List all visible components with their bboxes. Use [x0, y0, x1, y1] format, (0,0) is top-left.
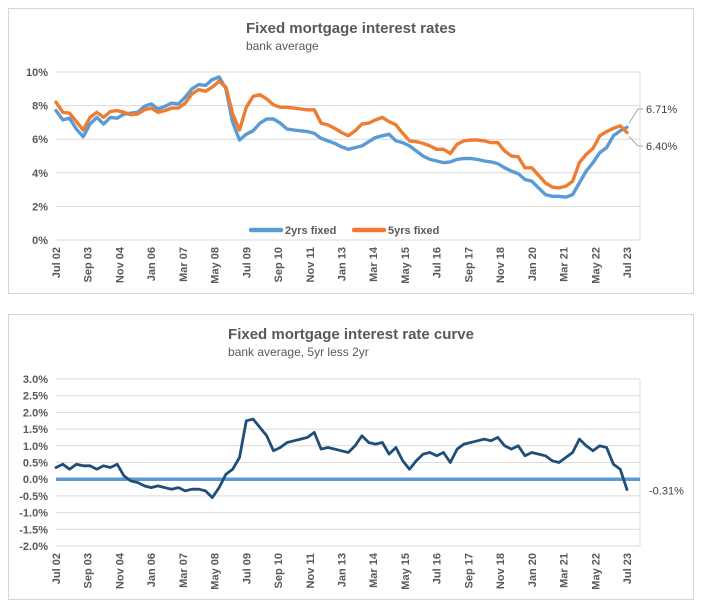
x-axis-tick-label: Mar 21 — [559, 553, 571, 588]
x-axis-tick-label: May 22 — [590, 553, 602, 590]
fixed-rates-plot: 10% 8% 6% 4% 2% 0%Jul 02 Sep 03 Nov 04 Jan 06 Mar… — [26, 67, 677, 284]
legend: 2yrs fixed 5yrs fixed — [248, 225, 439, 237]
rate-curve-plot: 3.0% 2.5% 2.0% 1.5% 1.0% 0.5% 0.0% -0.5% -1.0% -1… — [19, 374, 684, 590]
end-label-leader — [628, 136, 643, 147]
x-axis-tick-label: Jul 09 — [241, 247, 253, 278]
y-axis-tick-label: 1.0% — [23, 441, 48, 453]
x-axis-tick-label: Sep 17 — [463, 553, 475, 588]
chart-card-rate-curve: 3.0% 2.5% 2.0% 1.5% 1.0% 0.5% 0.0% -0.5% -1.0% -1… — [8, 314, 694, 600]
x-axis-tick-label: Jul 02 — [51, 247, 63, 278]
x-axis-tick-label: May 22 — [590, 247, 602, 284]
x-axis-tick-label: Jan 20 — [527, 553, 539, 587]
legend-label: 5yrs fixed — [388, 225, 439, 237]
y-axis-tick-label: -1.5% — [19, 524, 48, 536]
x-axis-tick-label: Jul 23 — [622, 247, 634, 278]
y-axis-tick-label: 8% — [32, 101, 48, 113]
y-axis-tick-label: 2.5% — [23, 391, 48, 403]
x-axis-tick-label: Jul 16 — [432, 247, 444, 278]
y-axis-tick-label: 0% — [32, 235, 48, 247]
end-label-leader — [628, 108, 643, 124]
gridlines — [56, 378, 640, 547]
y-axis-tick-label: -0.5% — [19, 491, 48, 503]
x-axis-tick-label: Sep 03 — [83, 247, 95, 282]
x-axis-tick-label: Mar 07 — [178, 553, 190, 588]
gridlines — [56, 71, 640, 241]
y-axis-tick-label: -1.0% — [19, 508, 48, 520]
x-axis-tick-label: Nov 11 — [305, 553, 317, 588]
y-axis-tick-label: 0.5% — [23, 458, 48, 470]
series-end-value-label: 6.40% — [646, 141, 677, 153]
series-line-5yr-less-2yr — [54, 417, 629, 500]
y-axis-tick-label: 0.0% — [23, 474, 48, 486]
chart-card-fixed-rates: 10% 8% 6% 4% 2% 0% Jul 02 Sep 03 Nov 04 Jan 06 Mar… — [8, 8, 694, 294]
x-axis-tick-label: Mar 14 — [368, 246, 380, 282]
x-axis-tick-label: May 15 — [400, 247, 412, 284]
y-axis-tick-label: 10% — [26, 67, 48, 79]
x-axis-tick-label: Nov 18 — [495, 247, 507, 283]
y-axis-tick-label: 2% — [32, 201, 48, 213]
x-axis-tick-label: Sep 17 — [463, 247, 475, 282]
x-axis-tick-label: Sep 10 — [273, 553, 285, 588]
x-axis-tick-label: Jul 16 — [432, 553, 444, 584]
x-axis-tick-label: Mar 07 — [178, 247, 190, 282]
y-axis-tick-label: 6% — [32, 134, 48, 146]
x-axis-tick-label: Jan 06 — [146, 247, 158, 281]
y-axis-tick-label: 2.0% — [23, 407, 48, 419]
x-axis-tick-label: Sep 10 — [273, 247, 285, 282]
x-axis-tick-label: Jan 13 — [337, 553, 349, 587]
x-axis-tick-label: Mar 21 — [559, 247, 571, 282]
y-axis-tick-label: -2.0% — [19, 541, 48, 553]
series-end-value-label: 6.71% — [646, 104, 677, 116]
series-line-2yrs-fixed — [54, 75, 629, 199]
x-axis-tick-label: Jul 23 — [622, 553, 634, 584]
x-axis-tick-label: Mar 14 — [368, 552, 380, 588]
x-axis-tick-label: May 08 — [210, 553, 222, 590]
x-axis-tick-labels: Jul 02 Sep 03 Nov 04 Jan 06 Mar 07 May 08 Jul … — [51, 246, 634, 284]
x-axis-tick-label: Nov 18 — [495, 553, 507, 589]
x-axis-tick-label: Jul 09 — [241, 553, 253, 584]
x-axis-tick-label: May 08 — [210, 247, 222, 284]
x-axis-tick-label: May 15 — [400, 553, 412, 590]
x-axis-tick-labels: Jul 02 Sep 03 Nov 04 Jan 06 Mar 07 May 08 Jul … — [51, 552, 634, 590]
y-axis-tick-label: 4% — [32, 168, 48, 180]
x-axis-tick-label: Nov 04 — [114, 552, 126, 589]
x-axis-tick-label: Jan 20 — [527, 247, 539, 281]
legend-label: 2yrs fixed — [285, 225, 336, 237]
y-axis-tick-label: 3.0% — [23, 374, 48, 386]
x-axis-tick-label: Nov 04 — [114, 246, 126, 283]
series-line-5yrs-fixed — [54, 79, 629, 190]
x-axis-tick-label: Nov 11 — [305, 247, 317, 282]
y-axis-tick-label: 1.5% — [23, 424, 48, 436]
x-axis-tick-label: Sep 03 — [83, 553, 95, 588]
series-end-value-label: -0.31% — [649, 486, 684, 498]
x-axis-tick-label: Jul 02 — [51, 553, 63, 584]
x-axis-tick-label: Jan 13 — [337, 247, 349, 281]
x-axis-tick-label: Jan 06 — [146, 553, 158, 587]
